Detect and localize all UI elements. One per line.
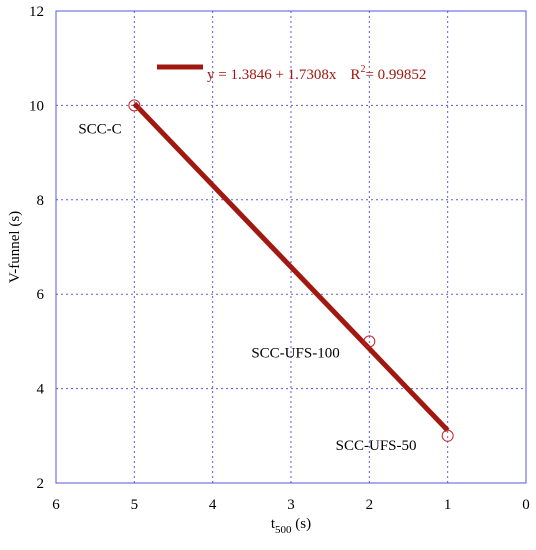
- point-label: SCC-UFS-50: [336, 438, 417, 454]
- x-axis-label: t500 (s): [271, 516, 311, 536]
- r-squared-superscript: 2: [360, 64, 365, 75]
- y-tick-label: 6: [37, 287, 45, 303]
- y-tick-label: 8: [37, 193, 45, 209]
- x-axis-label-subscript: 500: [275, 524, 292, 536]
- data-point: [363, 335, 376, 348]
- x-tick-label: 4: [209, 497, 217, 513]
- x-tick-label: 1: [444, 497, 452, 513]
- x-tick-label: 3: [287, 497, 295, 513]
- x-tick-label: 0: [522, 497, 530, 513]
- y-tick-label: 2: [37, 476, 45, 492]
- r-squared-symbol: R: [350, 67, 360, 83]
- y-tick-label: 10: [29, 98, 44, 114]
- point-label: SCC-C: [78, 121, 121, 137]
- fit-line-group: [132, 101, 450, 433]
- plot-frame: [55, 10, 527, 484]
- x-tick-labels: 6 5 4 3 2 1 0: [52, 497, 530, 513]
- legend: y = 1.3846 + 1.7308x R2= 0.99852: [157, 64, 426, 83]
- fit-line: [132, 101, 450, 433]
- data-points: [128, 99, 454, 442]
- x-tick-label: 5: [131, 497, 139, 513]
- y-tick-label: 4: [37, 382, 45, 398]
- r-squared-value: = 0.99852: [365, 67, 426, 83]
- y-tick-label: 12: [29, 4, 44, 20]
- legend-fit-equation: y = 1.3846 + 1.7308x R2= 0.99852: [207, 64, 426, 83]
- x-tick-label: 2: [366, 497, 374, 513]
- y-tick-labels: 2 4 6 8 10 12: [29, 4, 45, 492]
- fit-equation: y = 1.3846 + 1.7308x: [207, 67, 337, 83]
- x-tick-label: 6: [52, 497, 60, 513]
- data-point: [128, 99, 141, 112]
- grid-lines: [56, 11, 526, 483]
- point-labels: SCC-C SCC-UFS-100 SCC-UFS-50: [78, 121, 416, 453]
- x-axis-label-unit: (s): [292, 516, 312, 532]
- x-axis-label-main: t: [271, 516, 276, 532]
- point-label: SCC-UFS-100: [251, 345, 339, 361]
- data-point: [441, 429, 454, 442]
- y-axis-label: V-funnel (s): [7, 211, 23, 283]
